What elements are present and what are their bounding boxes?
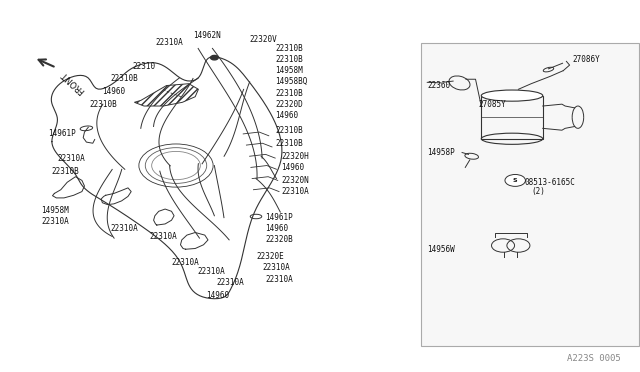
Text: 22310A: 22310A bbox=[156, 38, 184, 47]
Text: 22310A: 22310A bbox=[197, 267, 225, 276]
Text: 22310A: 22310A bbox=[266, 275, 293, 283]
Text: 22310B: 22310B bbox=[51, 167, 79, 176]
Text: 14958M: 14958M bbox=[42, 206, 69, 215]
Text: 22320V: 22320V bbox=[250, 35, 277, 44]
Text: 22310B: 22310B bbox=[275, 126, 303, 135]
Circle shape bbox=[505, 174, 525, 186]
Text: 14960: 14960 bbox=[282, 163, 305, 172]
Bar bbox=[481, 96, 543, 139]
Text: 22360: 22360 bbox=[428, 81, 451, 90]
Text: 22310A: 22310A bbox=[149, 232, 177, 241]
Text: 22320E: 22320E bbox=[256, 252, 284, 261]
Text: 22310: 22310 bbox=[132, 62, 156, 71]
Text: 22310B: 22310B bbox=[111, 74, 139, 83]
Text: 22310A: 22310A bbox=[262, 263, 290, 272]
Text: A223S 0005: A223S 0005 bbox=[567, 354, 621, 363]
Text: 22310A: 22310A bbox=[58, 154, 85, 163]
Text: 22320N: 22320N bbox=[282, 176, 309, 185]
Text: 22320H: 22320H bbox=[282, 152, 309, 161]
Text: 22320B: 22320B bbox=[266, 235, 293, 244]
Text: 14958BQ: 14958BQ bbox=[275, 77, 308, 86]
Text: 22310B: 22310B bbox=[275, 44, 303, 53]
Text: 22310B: 22310B bbox=[275, 139, 303, 148]
Ellipse shape bbox=[481, 90, 543, 101]
Text: (2): (2) bbox=[531, 187, 545, 196]
Text: 14958M: 14958M bbox=[275, 66, 303, 75]
Text: 14960: 14960 bbox=[102, 87, 125, 96]
Text: 27085Y: 27085Y bbox=[479, 100, 507, 109]
Text: 08513-6165C: 08513-6165C bbox=[525, 178, 575, 187]
Bar bbox=[421, 43, 639, 346]
Text: 22310A: 22310A bbox=[111, 224, 139, 233]
Text: 22310B: 22310B bbox=[275, 55, 303, 64]
Text: 14960: 14960 bbox=[266, 224, 289, 233]
Text: 22310A: 22310A bbox=[42, 217, 69, 226]
Text: 22310B: 22310B bbox=[275, 89, 303, 97]
Text: 27086Y: 27086Y bbox=[573, 55, 600, 64]
Text: 22320D: 22320D bbox=[275, 100, 303, 109]
Text: 14960: 14960 bbox=[206, 291, 229, 300]
Text: 14961P: 14961P bbox=[48, 129, 76, 138]
Text: FRONT: FRONT bbox=[59, 69, 86, 95]
Text: 14956W: 14956W bbox=[428, 245, 455, 254]
Text: S: S bbox=[513, 178, 518, 183]
Circle shape bbox=[211, 55, 218, 60]
Text: 22310A: 22310A bbox=[172, 258, 200, 267]
Text: 14960: 14960 bbox=[275, 111, 298, 120]
Text: 14961P: 14961P bbox=[266, 213, 293, 222]
Text: 14962N: 14962N bbox=[193, 31, 221, 40]
Text: 22310B: 22310B bbox=[90, 100, 118, 109]
Text: 14958P: 14958P bbox=[428, 148, 455, 157]
Text: 22310A: 22310A bbox=[282, 187, 309, 196]
Text: 22310A: 22310A bbox=[216, 278, 244, 287]
